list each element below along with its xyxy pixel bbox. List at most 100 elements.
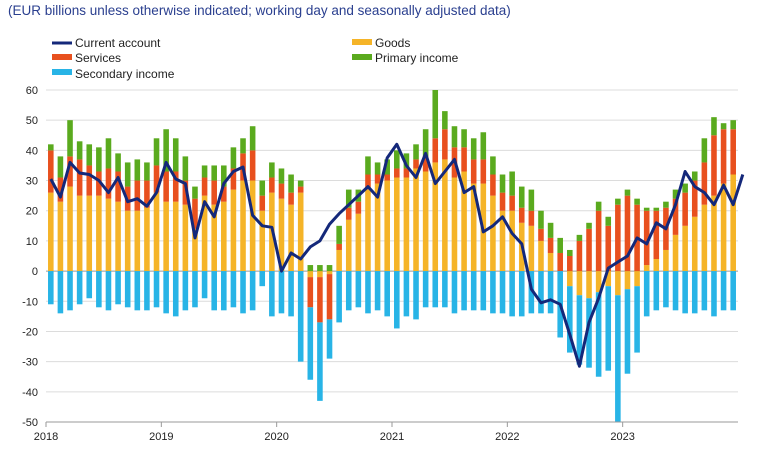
chart-bars xyxy=(48,90,736,422)
bar-secondary-income xyxy=(547,271,554,314)
bar-primary-income xyxy=(547,222,554,238)
bar-services xyxy=(221,186,227,202)
bar-goods xyxy=(682,225,688,272)
bar-primary-income xyxy=(240,138,246,154)
bar-services xyxy=(192,198,198,229)
bar-goods xyxy=(634,271,640,287)
bar-services xyxy=(384,174,390,181)
chart-gridlines xyxy=(46,89,738,423)
bar-goods xyxy=(461,171,467,272)
bar-secondary-income xyxy=(317,322,323,401)
bar-secondary-income xyxy=(57,271,64,314)
bar-services xyxy=(567,256,573,272)
bar-goods xyxy=(336,249,342,272)
bar-primary-income xyxy=(403,153,410,169)
bar-secondary-income xyxy=(528,271,535,314)
bar-primary-income xyxy=(249,126,256,151)
bar-services xyxy=(297,186,304,193)
bar-goods xyxy=(163,201,169,272)
bar-goods xyxy=(153,192,160,272)
bar-primary-income xyxy=(163,129,169,172)
bar-primary-income xyxy=(259,180,266,196)
y-axis-labels: 60 50 40 30 20 10 0 -10 -20 -30 -40 -50 xyxy=(22,85,38,429)
bar-goods xyxy=(278,198,285,272)
bar-secondary-income xyxy=(624,289,631,374)
bar-secondary-income xyxy=(432,271,439,308)
bar-goods xyxy=(422,171,429,272)
bar-services xyxy=(672,198,679,235)
bar-goods xyxy=(615,271,621,296)
bar-goods xyxy=(230,189,237,272)
x-tick-label: 2022 xyxy=(495,431,519,443)
bar-goods xyxy=(201,195,208,272)
bar-secondary-income xyxy=(365,271,371,314)
bar-goods xyxy=(528,225,535,272)
bar-services xyxy=(278,183,285,199)
bar-secondary-income xyxy=(192,271,198,308)
bar-primary-income xyxy=(595,201,602,211)
bar-services xyxy=(480,159,487,184)
legend-label-primary-income: Primary income xyxy=(375,51,459,65)
bar-secondary-income xyxy=(442,271,448,308)
bar-goods xyxy=(663,249,669,272)
bar-secondary-income xyxy=(509,271,515,317)
bar-goods xyxy=(499,210,506,272)
bar-services xyxy=(115,171,121,202)
bar-services xyxy=(269,177,275,193)
bar-secondary-income xyxy=(86,271,93,299)
bar-primary-income xyxy=(663,201,669,208)
bar-goods xyxy=(490,195,496,272)
bar-primary-income xyxy=(499,174,506,193)
bar-goods xyxy=(317,271,323,278)
bar-goods xyxy=(96,195,102,272)
bar-primary-income xyxy=(96,147,102,172)
bar-secondary-income xyxy=(720,271,727,311)
bar-services xyxy=(711,135,717,196)
bar-goods xyxy=(192,228,198,272)
bar-services xyxy=(57,177,64,202)
bar-secondary-income xyxy=(422,271,429,308)
bar-primary-income xyxy=(730,120,736,130)
bar-secondary-income xyxy=(134,271,141,311)
bar-primary-income xyxy=(442,111,448,130)
bar-secondary-income xyxy=(461,271,467,311)
bar-goods xyxy=(182,204,189,272)
bar-primary-income xyxy=(192,186,198,199)
x-tick-label: 2018 xyxy=(34,431,58,443)
bar-goods xyxy=(595,271,602,293)
bar-services xyxy=(518,207,525,223)
bar-secondary-income xyxy=(538,271,544,314)
bar-secondary-income xyxy=(470,271,477,311)
bar-primary-income xyxy=(269,162,275,178)
bar-secondary-income xyxy=(67,271,73,311)
bar-secondary-income xyxy=(653,271,660,311)
bar-goods xyxy=(701,204,708,272)
bar-goods xyxy=(442,159,448,272)
bar-primary-income xyxy=(701,138,708,163)
x-tick-label: 2020 xyxy=(264,431,288,443)
bar-services xyxy=(144,180,150,208)
bar-goods xyxy=(653,259,660,272)
bar-secondary-income xyxy=(144,271,150,311)
bar-services xyxy=(605,225,612,272)
bar-primary-income xyxy=(432,90,439,139)
bar-secondary-income xyxy=(413,271,419,320)
bar-goods xyxy=(115,201,121,272)
bar-services xyxy=(442,129,448,160)
bar-primary-income xyxy=(48,144,54,151)
legend-label-current-account: Current account xyxy=(75,36,161,50)
bar-services xyxy=(249,150,256,181)
bar-secondary-income xyxy=(518,271,525,317)
bar-secondary-income xyxy=(124,271,131,308)
current-account-line xyxy=(49,142,745,368)
bar-primary-income xyxy=(624,189,631,196)
bar-services xyxy=(643,210,650,266)
bar-goods xyxy=(432,162,439,272)
bar-primary-income xyxy=(643,207,650,211)
bar-primary-income xyxy=(374,162,381,175)
bar-goods xyxy=(172,201,179,272)
bar-services xyxy=(403,168,410,178)
legend-swatch-secondary-income xyxy=(52,69,72,75)
bar-primary-income xyxy=(201,165,208,178)
